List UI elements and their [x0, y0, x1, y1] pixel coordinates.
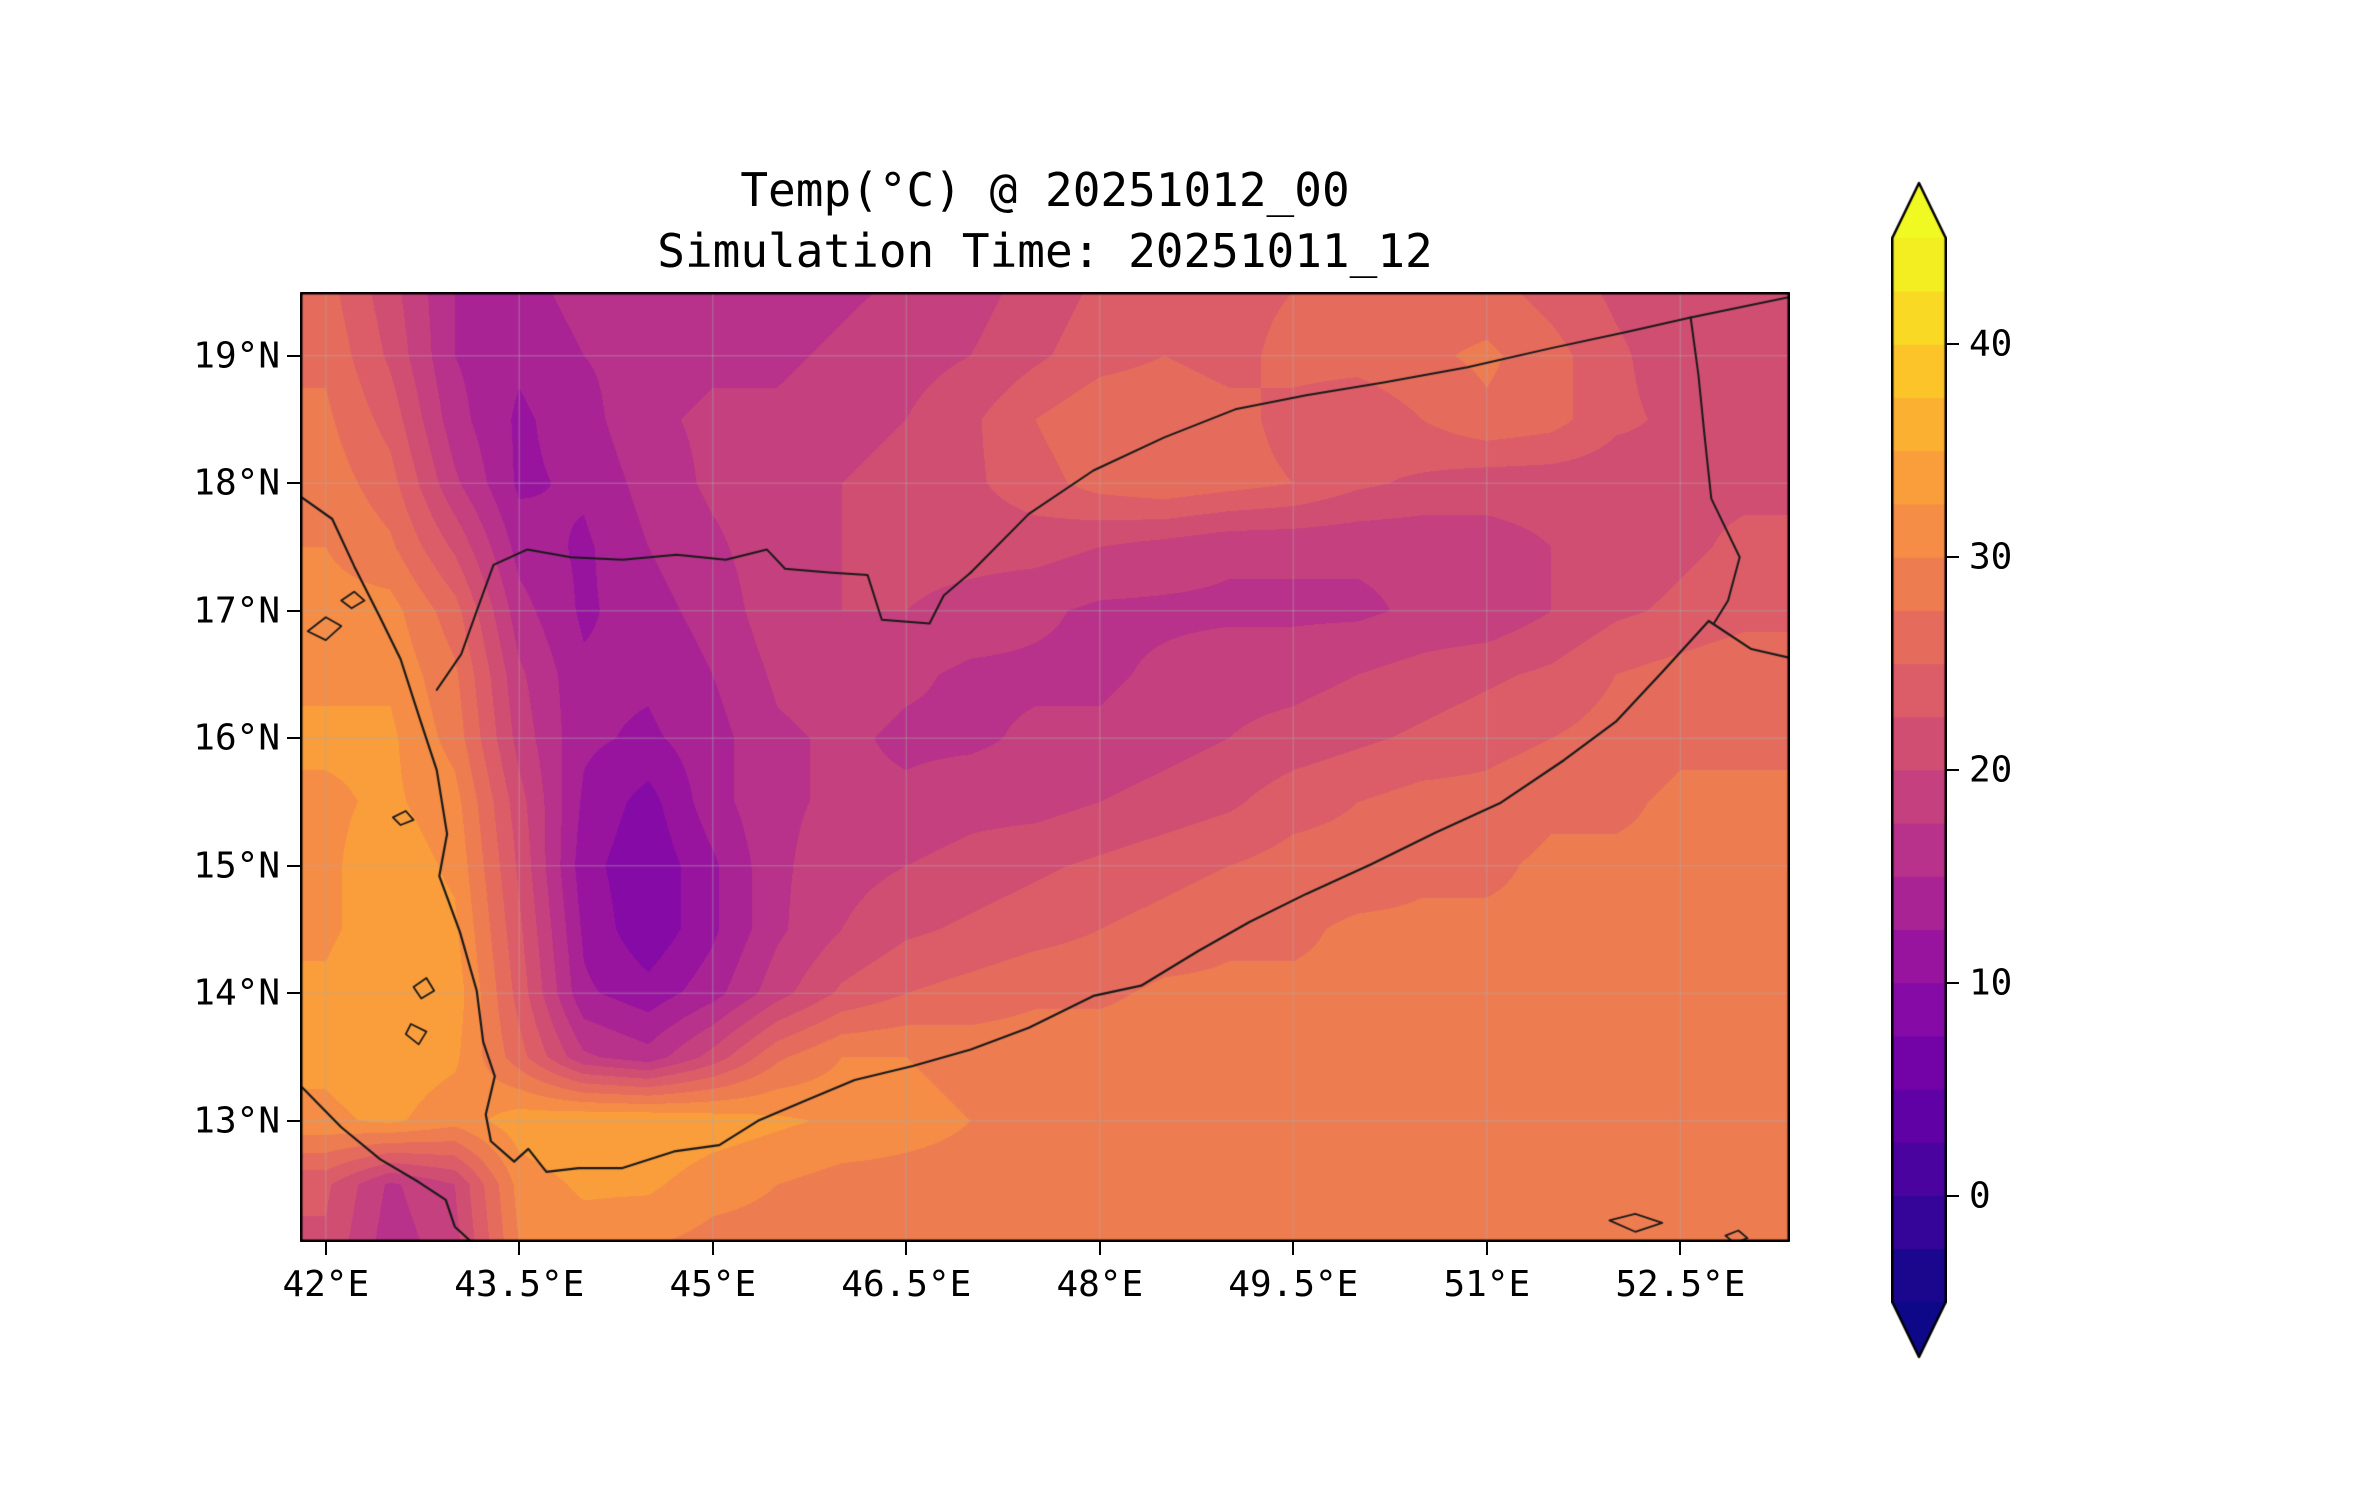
colorbar-tick-label: 0 — [1969, 1175, 1991, 1217]
colorbar-tick-label: 10 — [1969, 962, 2013, 1004]
y-tick-label: 19°N — [193, 335, 280, 377]
x-tick-label: 49.5°E — [1228, 1264, 1359, 1305]
y-axis-tick — [287, 864, 300, 867]
colorbar-tick-label: 20 — [1969, 749, 2013, 791]
x-axis-tick — [905, 1242, 908, 1255]
y-axis-tick — [287, 992, 300, 995]
x-axis-tick — [1098, 1242, 1101, 1255]
colorbar-tick-label: 30 — [1969, 536, 2013, 578]
y-axis-tick — [287, 354, 300, 357]
y-tick-label: 14°N — [193, 972, 280, 1014]
colorbar-tick-label: 40 — [1969, 323, 2013, 365]
y-tick-label: 17°N — [193, 590, 280, 632]
figure-subtitle: Simulation Time: 20251011_12 — [657, 224, 1433, 278]
colorbar-tick — [1947, 981, 1959, 984]
x-tick-label: 52.5°E — [1615, 1264, 1746, 1305]
x-tick-label: 43.5°E — [454, 1264, 585, 1305]
colorbar-tick — [1947, 1194, 1959, 1197]
figure-title: Temp(°C) @ 20251012_00 — [740, 163, 1350, 217]
map-plot-area — [300, 292, 1790, 1242]
y-axis-tick — [287, 1119, 300, 1122]
x-axis-tick — [1485, 1242, 1488, 1255]
x-axis-tick — [1679, 1242, 1682, 1255]
colorbar-canvas — [1891, 181, 1947, 1359]
y-tick-label: 15°N — [193, 845, 280, 887]
x-tick-label: 48°E — [1056, 1264, 1144, 1305]
x-axis-tick — [518, 1242, 521, 1255]
x-axis-tick — [1292, 1242, 1295, 1255]
colorbar — [1891, 181, 1947, 1359]
x-axis-tick — [711, 1242, 714, 1255]
temperature-heatmap-canvas — [300, 292, 1790, 1242]
x-tick-label: 42°E — [282, 1264, 370, 1305]
x-tick-label: 51°E — [1443, 1264, 1531, 1305]
x-tick-label: 46.5°E — [841, 1264, 972, 1305]
colorbar-tick — [1947, 556, 1959, 559]
y-tick-label: 13°N — [193, 1100, 280, 1142]
y-tick-label: 18°N — [193, 462, 280, 504]
y-tick-label: 16°N — [193, 717, 280, 759]
x-tick-label: 45°E — [669, 1264, 757, 1305]
y-axis-tick — [287, 609, 300, 612]
y-axis-tick — [287, 737, 300, 740]
y-axis-tick — [287, 482, 300, 485]
colorbar-tick — [1947, 769, 1959, 771]
colorbar-tick — [1947, 343, 1959, 346]
x-axis-tick — [324, 1242, 327, 1255]
